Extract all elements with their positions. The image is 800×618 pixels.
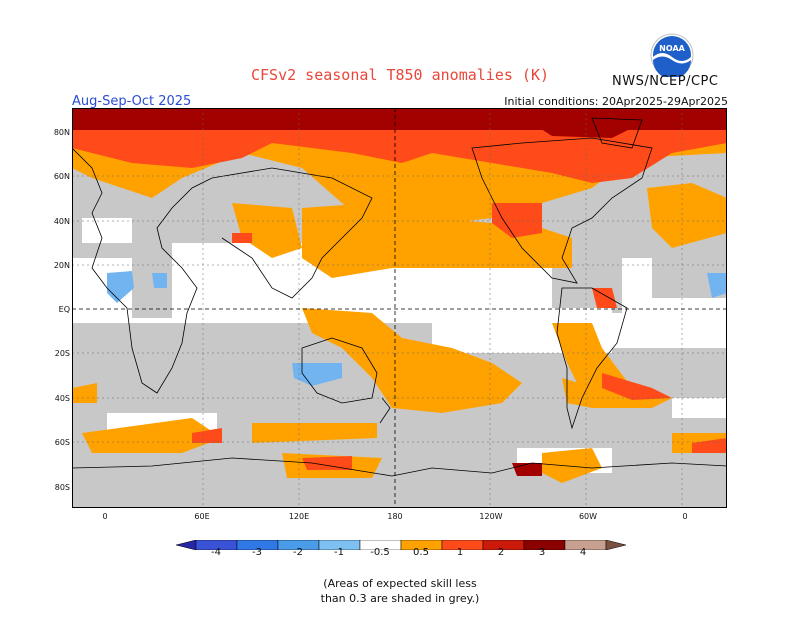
lat-label: 80N xyxy=(53,128,70,137)
dark-red-antarctic xyxy=(512,463,542,476)
lat-label: 40S xyxy=(54,394,70,403)
chart-title: CFSv2 seasonal T850 anomalies (K) xyxy=(250,66,549,84)
anomaly-map xyxy=(71,108,728,508)
lon-label: 60E xyxy=(194,512,210,521)
lon-label: 0 xyxy=(102,512,108,521)
lat-label: 20S xyxy=(54,349,70,358)
colorbar xyxy=(175,535,627,551)
lat-label: 80S xyxy=(54,483,70,492)
lat-label: EQ xyxy=(58,305,70,314)
skill-note-line2: than 0.3 are shaded in grey.) xyxy=(320,592,480,605)
colorbar-label: 0.5 xyxy=(413,547,429,558)
colorbar-label: -0.5 xyxy=(370,547,390,558)
colorbar-label: 2 xyxy=(497,547,505,558)
lat-label: 60S xyxy=(54,438,70,447)
lon-label: 120E xyxy=(288,512,310,521)
colorbar-arrow-right xyxy=(605,539,627,551)
lon-label: 0 xyxy=(682,512,688,521)
lon-label: 180 xyxy=(387,512,403,521)
dark-red-arctic xyxy=(72,108,727,130)
colorbar-label: 1 xyxy=(456,547,464,558)
skill-note-line1: (Areas of expected skill less xyxy=(323,577,477,590)
lat-label: 40N xyxy=(53,217,70,226)
logo-text: NOAA xyxy=(659,44,685,53)
colorbar-label: -2 xyxy=(293,547,303,558)
agency-label: NWS/NCEP/CPC xyxy=(612,74,719,89)
dark-red-greenland xyxy=(532,118,632,138)
lon-label: 60W xyxy=(578,512,598,521)
colorbar-label: 4 xyxy=(579,547,587,558)
colorbar-label: -4 xyxy=(211,547,221,558)
blue-anomalies xyxy=(107,271,727,386)
colorbar-label: 3 xyxy=(538,547,546,558)
noaa-logo: NOAA xyxy=(650,33,694,79)
colorbar-label: -1 xyxy=(334,547,344,558)
colorbar-arrow-left xyxy=(175,539,197,551)
season-label: Aug-Sep-Oct 2025 xyxy=(72,94,192,109)
map-frame xyxy=(72,108,727,508)
colorbar-label: -3 xyxy=(252,547,262,558)
initial-conditions-label: Initial conditions: 20Apr2025-29Apr2025 xyxy=(504,95,728,108)
lon-label: 120W xyxy=(479,512,503,521)
lat-label: 20N xyxy=(53,261,70,270)
lat-label: 60N xyxy=(53,172,70,181)
graticule xyxy=(72,108,727,508)
